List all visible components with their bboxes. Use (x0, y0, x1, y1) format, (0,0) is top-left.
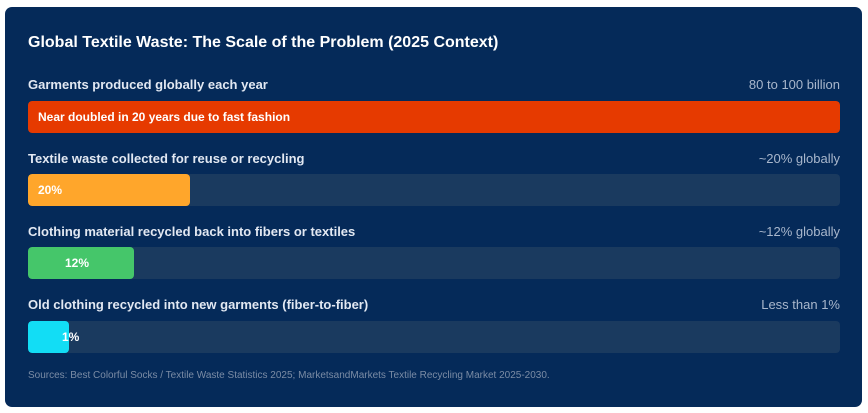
row-label-material-recycled: Clothing material recycled back into fib… (28, 224, 356, 239)
bar-garments-produced (28, 101, 840, 133)
bar-waste-collected (28, 174, 191, 206)
row-value-fiber-to-fiber: Less than 1% (761, 297, 840, 312)
bar-text-waste-collected: 20% (38, 183, 63, 197)
bar-track-material-recycled: 12% (28, 247, 840, 279)
bar-material-recycled (28, 247, 134, 279)
row-value-waste-collected: ~20% globally (758, 151, 840, 166)
row-label-garments-produced: Garments produced globally each year (28, 77, 268, 92)
chart-panel: Global Textile Waste: The Scale of the P… (5, 7, 862, 407)
bar-text-material-recycled: 12% (65, 256, 90, 270)
bar-text-garments-produced: Near doubled in 20 years due to fast fas… (38, 110, 291, 124)
chart-title: Global Textile Waste: The Scale of the P… (28, 34, 499, 51)
row-label-fiber-to-fiber: Old clothing recycled into new garments … (28, 297, 369, 312)
row-value-garments-produced: 80 to 100 billion (748, 77, 840, 92)
row-value-material-recycled: ~12% globally (758, 224, 840, 239)
bar-track-garments-produced: Near doubled in 20 years due to fast fas… (28, 101, 840, 133)
bar-fiber-to-fiber (28, 321, 69, 353)
sources-note: Sources: Best Colorful Socks / Textile W… (28, 370, 550, 381)
row-label-waste-collected: Textile waste collected for reuse or rec… (28, 151, 305, 166)
bar-text-fiber-to-fiber: 1% (62, 330, 80, 344)
bar-track-waste-collected: 20% (28, 174, 840, 206)
bar-track-fiber-to-fiber: 1% (28, 321, 840, 353)
